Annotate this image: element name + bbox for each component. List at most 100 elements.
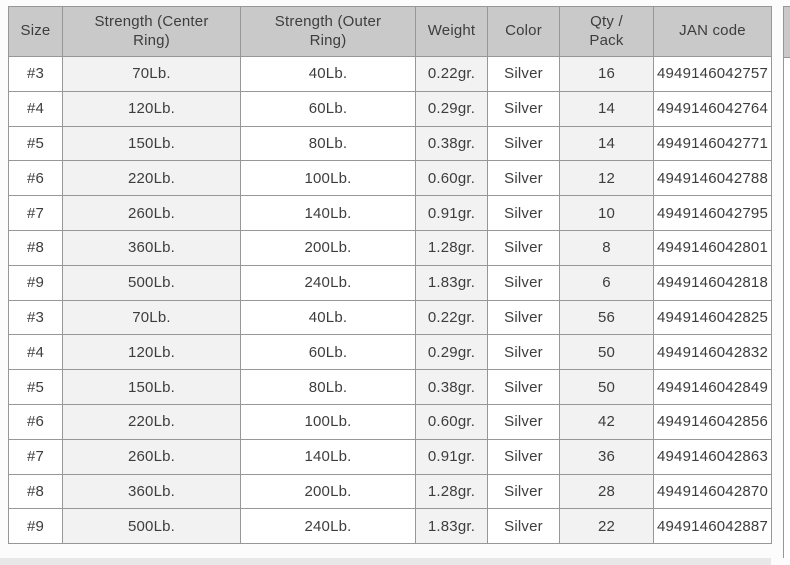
cell-color: Silver: [487, 264, 560, 301]
cell-jan-code: 4949146042818: [653, 264, 772, 301]
cell-weight: 0.22gr.: [415, 299, 488, 336]
cell-jan-code: 4949146042825: [653, 299, 772, 336]
cell-color: Silver: [487, 508, 560, 545]
cell-qty-pack: 42: [559, 403, 654, 440]
column-header-strength-outer: Strength (Outer Ring): [240, 6, 416, 57]
column-header-weight: Weight: [415, 6, 488, 57]
cell-size: #7: [8, 195, 63, 231]
cell-jan-code: 4949146042801: [653, 229, 772, 266]
cell-qty-pack: 14: [559, 125, 654, 162]
cell-strength-center: 220Lb.: [62, 160, 241, 197]
cell-strength-center: 120Lb.: [62, 334, 241, 371]
cell-strength-center: 120Lb.: [62, 90, 241, 127]
cell-weight: 0.60gr.: [415, 160, 488, 197]
cell-strength-outer: 140Lb.: [240, 438, 416, 475]
table-row: #7 260Lb. 140Lb. 0.91gr. Silver 10 49491460427…: [8, 195, 772, 231]
cell-weight: 1.83gr.: [415, 508, 488, 545]
cell-size: #3: [8, 56, 63, 92]
table-row: #5 150Lb. 80Lb. 0.38gr. Silver 14 494914604277…: [8, 125, 772, 162]
cell-strength-center: 220Lb.: [62, 403, 241, 440]
cell-size: #8: [8, 229, 63, 266]
table-row: #3 70Lb. 40Lb. 0.22gr. Silver 16 4949146042757: [8, 56, 772, 92]
table-row: #3 70Lb. 40Lb. 0.22gr. Silver 56 4949146042825: [8, 299, 772, 336]
cell-jan-code: 4949146042856: [653, 403, 772, 440]
cell-weight: 0.60gr.: [415, 403, 488, 440]
cell-qty-pack: 14: [559, 90, 654, 127]
cell-color: Silver: [487, 299, 560, 336]
cell-color: Silver: [487, 473, 560, 510]
cell-color: Silver: [487, 438, 560, 475]
cell-weight: 0.91gr.: [415, 195, 488, 231]
table-row: #7 260Lb. 140Lb. 0.91gr. Silver 36 49491460428…: [8, 438, 772, 475]
cell-strength-outer: 240Lb.: [240, 508, 416, 545]
cell-strength-outer: 80Lb.: [240, 125, 416, 162]
cell-weight: 0.38gr.: [415, 369, 488, 405]
cell-strength-outer: 200Lb.: [240, 229, 416, 266]
column-header-size: Size: [8, 6, 63, 57]
table-row: #5 150Lb. 80Lb. 0.38gr. Silver 50 494914604284…: [8, 369, 772, 405]
cell-jan-code: 4949146042863: [653, 438, 772, 475]
table-row: #9 500Lb. 240Lb. 1.83gr. Silver 6 494914604281…: [8, 264, 772, 301]
cell-qty-pack: 6: [559, 264, 654, 301]
table-row: #6 220Lb. 100Lb. 0.60gr. Silver 42 49491460428…: [8, 403, 772, 440]
cell-size: #6: [8, 160, 63, 197]
cell-qty-pack: 56: [559, 299, 654, 336]
cell-qty-pack: 36: [559, 438, 654, 475]
cell-strength-center: 260Lb.: [62, 195, 241, 231]
table-row: #6 220Lb. 100Lb. 0.60gr. Silver 12 49491460427…: [8, 160, 772, 197]
cell-size: #9: [8, 508, 63, 545]
cell-size: #3: [8, 299, 63, 336]
cell-size: #5: [8, 125, 63, 162]
cell-weight: 0.22gr.: [415, 56, 488, 92]
cell-strength-outer: 200Lb.: [240, 473, 416, 510]
cell-size: #9: [8, 264, 63, 301]
cell-strength-center: 150Lb.: [62, 125, 241, 162]
cell-size: #4: [8, 334, 63, 371]
cell-color: Silver: [487, 229, 560, 266]
cell-size: #4: [8, 90, 63, 127]
cell-qty-pack: 8: [559, 229, 654, 266]
cell-size: #5: [8, 369, 63, 405]
column-header-strength-center: Strength (Center Ring): [62, 6, 241, 57]
cell-color: Silver: [487, 56, 560, 92]
adjacent-table-header-sliver: [784, 7, 790, 58]
cell-weight: 0.29gr.: [415, 334, 488, 371]
cell-size: #7: [8, 438, 63, 475]
cell-jan-code: 4949146042795: [653, 195, 772, 231]
cell-strength-outer: 80Lb.: [240, 369, 416, 405]
cell-strength-outer: 60Lb.: [240, 90, 416, 127]
cell-jan-code: 4949146042870: [653, 473, 772, 510]
cell-qty-pack: 50: [559, 369, 654, 405]
cell-strength-center: 260Lb.: [62, 438, 241, 475]
cell-strength-center: 150Lb.: [62, 369, 241, 405]
cell-color: Silver: [487, 369, 560, 405]
cell-qty-pack: 28: [559, 473, 654, 510]
cell-strength-center: 500Lb.: [62, 508, 241, 545]
cell-size: #6: [8, 403, 63, 440]
cell-jan-code: 4949146042849: [653, 369, 772, 405]
cell-strength-outer: 40Lb.: [240, 56, 416, 92]
column-header-jan-code: JAN code: [653, 6, 772, 57]
cell-jan-code: 4949146042788: [653, 160, 772, 197]
cell-weight: 1.83gr.: [415, 264, 488, 301]
cell-strength-outer: 100Lb.: [240, 160, 416, 197]
cell-strength-center: 500Lb.: [62, 264, 241, 301]
cell-qty-pack: 10: [559, 195, 654, 231]
cell-jan-code: 4949146042832: [653, 334, 772, 371]
cell-strength-outer: 100Lb.: [240, 403, 416, 440]
cell-color: Silver: [487, 403, 560, 440]
cell-qty-pack: 12: [559, 160, 654, 197]
cell-strength-center: 360Lb.: [62, 229, 241, 266]
cell-color: Silver: [487, 125, 560, 162]
header-row: Size Strength (Center Ring) Strength (Oute…: [8, 6, 772, 57]
cell-color: Silver: [487, 160, 560, 197]
cell-weight: 0.38gr.: [415, 125, 488, 162]
cell-weight: 0.91gr.: [415, 438, 488, 475]
cell-strength-outer: 140Lb.: [240, 195, 416, 231]
cell-strength-outer: 60Lb.: [240, 334, 416, 371]
cell-strength-center: 70Lb.: [62, 299, 241, 336]
cell-qty-pack: 16: [559, 56, 654, 92]
cell-color: Silver: [487, 195, 560, 231]
cell-color: Silver: [487, 334, 560, 371]
cell-color: Silver: [487, 90, 560, 127]
